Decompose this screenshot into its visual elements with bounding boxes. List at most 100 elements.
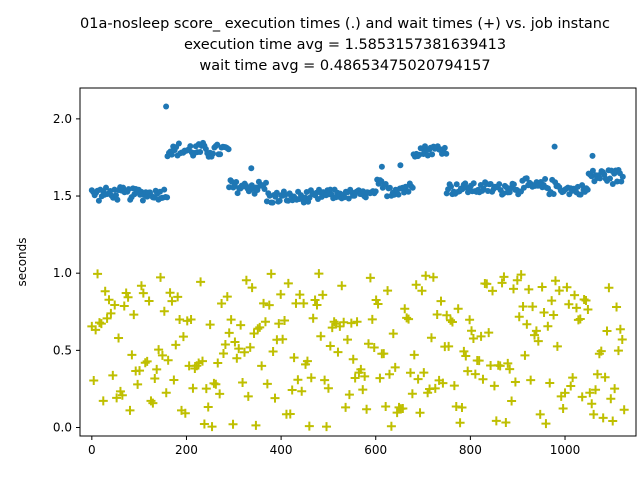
wait-time-point [293,375,303,385]
wait-time-point [278,334,288,344]
wait-time-point [283,278,293,288]
wait-time-point [501,418,511,428]
wait-time-point [217,299,227,309]
wait-time-point [564,299,574,309]
wait-time-point [232,353,242,363]
wait-time-point [383,286,393,296]
wait-time-point [570,290,580,300]
wait-time-point [165,288,175,298]
wait-time-point [426,333,436,343]
wait-time-point [184,361,194,371]
wait-time-point [262,379,272,389]
execution-time-point [103,184,109,191]
wait-time-point [297,386,307,396]
wait-time-point [495,361,505,371]
wait-time-point [510,377,520,387]
wait-time-point [533,336,543,346]
wait-time-point [308,313,318,323]
wait-time-point [127,350,137,360]
wait-time-point [228,419,238,429]
wait-time-point [123,292,133,302]
wait-time-point [125,405,135,415]
wait-time-point [245,342,255,352]
wait-time-point [604,283,614,293]
y-axis-label: seconds [15,237,29,286]
wait-time-point [320,375,330,385]
wait-time-point [577,392,587,402]
wait-time-point [270,393,280,403]
wait-time-point [213,358,223,368]
wait-time-point [348,354,358,364]
wait-time-point [140,358,150,368]
wait-time-point [323,383,333,393]
wait-time-point [144,296,154,306]
wait-time-point [524,284,534,294]
wait-time-point [110,300,120,310]
execution-time-point [113,192,119,199]
wait-time-point [608,416,618,426]
execution-time-point [618,178,625,185]
wait-time-point [503,358,513,368]
execution-time-point [542,176,549,182]
wait-time-point [285,409,295,419]
wait-time-point [516,270,526,280]
wait-time-point [255,322,265,332]
wait-time-point [598,413,608,423]
wait-time-point [175,314,185,324]
wait-time-point [585,388,595,398]
execution-time-point [550,191,557,197]
wait-time-point [114,333,124,343]
wait-time-point [196,277,206,287]
y-tick-label: 0.0 [53,421,72,435]
wait-time-point [167,296,177,306]
wait-time-point [344,390,354,400]
wait-time-point [280,316,290,326]
wait-time-point [129,310,139,320]
wait-time-point [430,383,440,393]
wait-time-point [520,350,530,360]
wait-time-point [531,326,541,336]
wait-time-point [253,324,263,334]
wait-time-point [247,283,257,293]
execution-time-point [391,191,398,198]
execution-time-point [261,186,268,192]
execution-time-point [579,182,586,189]
wait-time-point [390,362,400,372]
execution-time-point [372,188,379,195]
wait-time-point [104,295,114,305]
wait-time-point [402,313,412,323]
wait-time-point [447,317,457,327]
wait-time-point [295,290,305,300]
wait-time-point [142,356,152,366]
wait-time-point [360,371,370,381]
wait-time-point [304,421,314,431]
wait-time-point [138,288,148,298]
wait-time-point [91,325,101,335]
wait-time-point [230,337,240,347]
execution-time-point [210,150,216,157]
wait-time-point [112,393,122,403]
wait-time-point [581,295,591,305]
execution-time-point [187,143,194,150]
execution-time-point [397,162,404,169]
execution-time-point [161,186,168,193]
y-tick-label: 1.5 [53,189,72,203]
wait-time-point [518,302,528,312]
wait-time-point [405,368,415,378]
wait-time-point [249,328,259,338]
wait-time-point [218,349,228,359]
wait-time-point [388,329,398,339]
wait-time-point [333,347,343,357]
execution-time-point [607,175,613,182]
wait-time-point [552,341,562,351]
execution-time-point [510,181,517,188]
execution-time-point [405,188,412,195]
execution-time-point [164,194,171,201]
wait-time-point [346,318,356,328]
wait-time-point [579,294,589,304]
wait-time-point [220,339,230,349]
wait-time-point [243,391,253,401]
wait-time-point [575,314,585,324]
x-tick-label: 600 [364,443,387,457]
